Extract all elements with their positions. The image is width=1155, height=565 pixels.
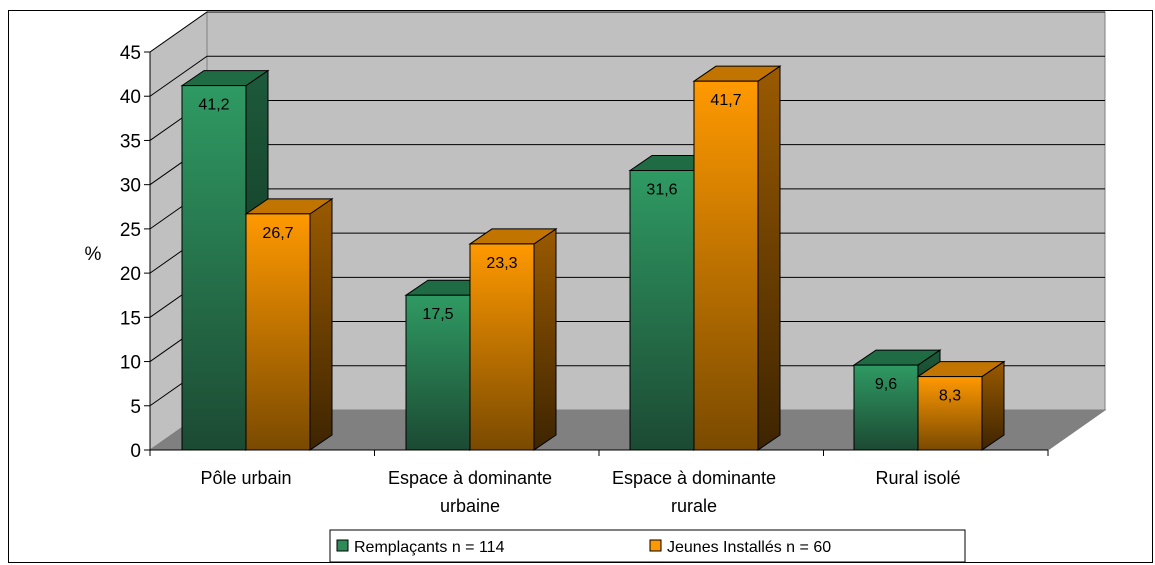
y-tick-label: 20 bbox=[120, 264, 141, 285]
y-tick-label: 0 bbox=[130, 441, 141, 462]
legend: Remplaçants n = 114 Jeunes Installés n =… bbox=[329, 529, 966, 563]
gridline bbox=[149, 11, 1105, 53]
data-label: 8,3 bbox=[939, 388, 961, 405]
legend-swatch-jeunes-installes bbox=[649, 539, 662, 552]
x-category-label: urbaine bbox=[440, 496, 500, 516]
x-category-label: Pôle urbain bbox=[200, 468, 291, 488]
x-category-label: Espace à dominante bbox=[612, 468, 776, 488]
bar-1-1: 23,3 bbox=[468, 227, 558, 451]
data-label: 41,2 bbox=[198, 97, 229, 114]
data-label: 23,3 bbox=[486, 255, 517, 272]
y-tick-label: 5 bbox=[130, 397, 141, 418]
data-label: 41,7 bbox=[710, 92, 741, 109]
legend-label-remplacants: Remplaçants n = 114 bbox=[354, 539, 505, 556]
bar-1-0: 26,7 bbox=[244, 197, 334, 451]
legend-box bbox=[329, 529, 966, 563]
gridline bbox=[149, 55, 1105, 97]
y-tick-label: 25 bbox=[120, 220, 141, 241]
y-tick-label: 15 bbox=[120, 308, 141, 329]
data-label: 26,7 bbox=[262, 225, 293, 242]
legend-swatch-remplacants bbox=[336, 539, 349, 552]
y-tick-label: 10 bbox=[120, 353, 141, 374]
data-label: 9,6 bbox=[875, 376, 897, 393]
x-axis-labels: Pôle urbain Espace à dominante urbaine Espa… bbox=[200, 468, 960, 516]
x-category-label: rurale bbox=[671, 496, 717, 516]
x-category-label: Rural isolé bbox=[875, 468, 960, 488]
bar-1-2: 41,7 bbox=[692, 65, 782, 451]
y-axis-label: % bbox=[85, 244, 102, 265]
y-tick-label: 35 bbox=[120, 131, 141, 152]
y-tick-label: 45 bbox=[120, 43, 141, 64]
y-tick-label: 30 bbox=[120, 176, 141, 197]
bars: 41,2 26,7 17,5 23,3 31,6 41,7 9,6 8,3 bbox=[180, 65, 1006, 451]
data-label: 17,5 bbox=[422, 306, 453, 323]
legend-label-jeunes-installes: Jeunes Installés n = 60 bbox=[667, 539, 831, 556]
x-category-label: Espace à dominante bbox=[388, 468, 552, 488]
y-tick-label: 40 bbox=[120, 87, 141, 108]
bar-1-3: 8,3 bbox=[916, 360, 1006, 451]
data-label: 31,6 bbox=[646, 182, 677, 199]
